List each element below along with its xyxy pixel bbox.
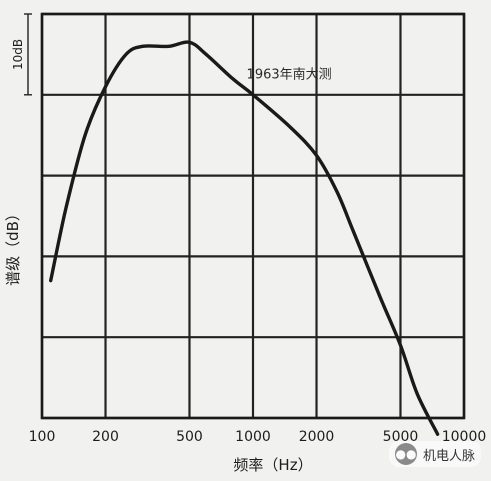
series-line-0 — [49, 40, 440, 436]
wechat-icon: ●● — [394, 443, 417, 465]
scale-bar-label: 10dB — [11, 39, 25, 70]
x-tick-label: 1000 — [235, 429, 271, 445]
series-layer — [49, 40, 440, 436]
plot-frame — [40, 12, 466, 420]
watermark-text: 机电人脉 — [422, 448, 475, 464]
x-tick-label: 500 — [176, 429, 203, 445]
y-axis-title: 谱级（dB） — [4, 206, 22, 286]
x-axis-title: 频率（Hz） — [233, 456, 312, 474]
curve-annotation: 1963年南大测 — [247, 66, 332, 82]
watermark: ●● 机电人脉 — [388, 441, 481, 467]
frame-border — [40, 12, 466, 420]
x-tick-label: 100 — [29, 429, 56, 445]
x-tick-label: 2000 — [299, 429, 335, 445]
x-tick-label: 200 — [92, 429, 119, 445]
scale-bar — [24, 13, 32, 96]
